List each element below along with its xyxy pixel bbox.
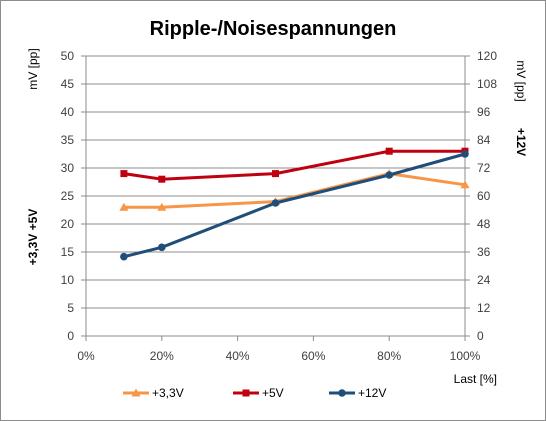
legend: +3,3V +5V +12V (123, 386, 386, 400)
x-tick-label: 100% (450, 349, 481, 363)
x-axis-title: Last [%] (454, 372, 497, 386)
data-point (158, 175, 166, 183)
data-point (120, 170, 128, 178)
legend-label: +12V (358, 386, 386, 400)
chart-title: Ripple-/Noisespannungen (150, 18, 397, 40)
x-tick-label: 80% (377, 349, 401, 363)
x-tick-label: 40% (226, 349, 250, 363)
y-right-tick-label: 84 (477, 133, 491, 147)
data-point (461, 150, 469, 158)
series-line (123, 149, 465, 181)
legend-label: +3,3V (152, 386, 184, 400)
y-left-tick-label: 0 (67, 329, 74, 343)
y-right-tick-label: 96 (477, 105, 491, 119)
series-layer (119, 147, 470, 261)
y-right-tick-label: 12 (477, 301, 491, 315)
data-point (385, 171, 394, 179)
y-right-tick-label: 120 (477, 49, 497, 63)
grid-layer (86, 55, 465, 337)
data-point (271, 199, 280, 207)
y-left-tick-label: 5 (67, 301, 74, 315)
y-left-tick-label: 15 (61, 245, 75, 259)
legend-entry: +3,3V (123, 386, 184, 400)
legend-marker (242, 389, 250, 397)
data-point (460, 180, 470, 189)
data-point (120, 252, 128, 261)
y-right-tick-label: 24 (477, 273, 491, 287)
x-tick-label: 60% (301, 349, 325, 363)
series-2 (120, 150, 469, 261)
y-left-tick-label: 10 (61, 273, 75, 287)
y-right-tick-label: 60 (477, 189, 491, 203)
legend-entry: +12V (329, 386, 386, 400)
y-left-tick-label: 20 (61, 217, 75, 231)
data-point (385, 147, 393, 155)
legend-marker (338, 389, 346, 397)
axis-layer: 0 0 5 12 10 24 15 36 20 48 25 60 30 72 35 84 40 96 45 108 50… (61, 49, 498, 363)
right-axis-title-group: +12V mV [pp] (514, 60, 528, 156)
y-right-tick-label: 0 (477, 329, 484, 343)
data-point (272, 170, 279, 178)
right-axis-title-unit: mV [pp] (514, 60, 528, 101)
data-point (157, 202, 167, 211)
data-point (119, 202, 129, 211)
y-left-tick-label: 25 (61, 189, 75, 203)
y-left-tick-label: 30 (61, 161, 75, 175)
series-0 (119, 169, 470, 211)
left-axis-title-series: +3,3V +5V (26, 209, 40, 266)
data-point (158, 243, 166, 252)
legend-entry: +5V (233, 386, 284, 400)
left-axis-title-unit: mV [pp] (26, 48, 40, 89)
right-axis-title-series: +12V (514, 128, 528, 156)
y-left-tick-label: 35 (61, 133, 75, 147)
y-right-tick-label: 108 (477, 77, 497, 91)
y-left-tick-label: 50 (61, 49, 75, 63)
y-right-tick-label: 48 (477, 217, 491, 231)
x-tick-label: 0% (77, 349, 95, 363)
y-left-tick-label: 40 (61, 105, 75, 119)
y-right-tick-label: 36 (477, 245, 491, 259)
x-tick-label: 20% (150, 349, 174, 363)
legend-marker (131, 388, 141, 397)
legend-label: +5V (262, 386, 284, 400)
left-axis-title-group: +3,3V +5V mV [pp] (26, 48, 40, 265)
y-right-tick-label: 72 (477, 161, 491, 175)
y-left-tick-label: 45 (61, 77, 75, 91)
